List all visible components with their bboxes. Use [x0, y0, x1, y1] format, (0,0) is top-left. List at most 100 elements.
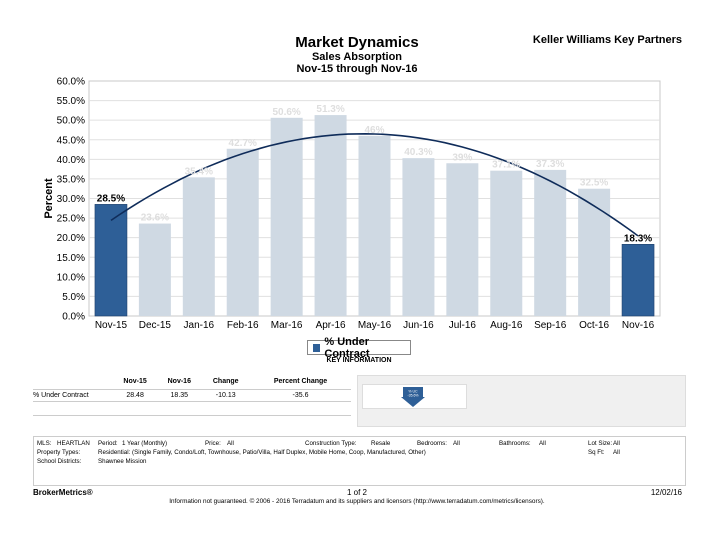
bar — [138, 223, 171, 316]
stats-header: Percent Change — [273, 378, 328, 385]
table-row — [33, 401, 351, 416]
lot-size-value: All — [613, 440, 620, 447]
school-districts-value: Shawnee Mission — [98, 458, 147, 465]
bar — [490, 170, 523, 316]
data-label: 32.5% — [580, 178, 608, 189]
page-subtitle: Sales Absorption — [311, 51, 403, 63]
search-criteria: MLS: HEARTLAN Period: 1 Year (Monthly) P… — [33, 436, 686, 486]
y-tick-label: 55.0% — [57, 96, 85, 107]
bar — [314, 115, 347, 316]
data-label: 42.7% — [229, 138, 257, 149]
report-date: 12/02/16 — [650, 488, 682, 497]
trend-line — [110, 132, 639, 237]
arrow-line1: % UC — [408, 390, 418, 394]
change-value: -10.13 — [201, 389, 251, 402]
mls-label: MLS: — [37, 440, 52, 447]
bar-layer — [94, 115, 655, 317]
data-label: 18.3% — [624, 233, 652, 244]
x-tick-label: Aug-16 — [490, 320, 523, 331]
bedrooms-label: Bedrooms: — [417, 440, 447, 447]
x-tick-label: Jun-16 — [403, 320, 434, 331]
price-label: Price: — [205, 440, 221, 447]
nov16-value: 18.35 — [157, 389, 202, 402]
x-tick-label: Feb-16 — [227, 320, 259, 331]
bar — [358, 135, 391, 316]
bar-chart: 28.5% 23.6% 35.4% 42.7% 50.6% 51.3% 46% 40.3% 39… — [43, 77, 661, 332]
trend-indicator-panel — [357, 375, 686, 427]
x-tick-label: Jul-16 — [449, 320, 477, 331]
percent-change-value: -35.6 — [250, 389, 351, 402]
axis-layer: 0.0% 5.0% 10.0% 15.0% 20.0% 25.0% 30.0% 35.0% 40… — [43, 77, 655, 332]
stats-table: Nov-15 Nov-16 Change Percent Change % Un… — [33, 376, 351, 429]
y-tick-label: 25.0% — [57, 214, 85, 225]
bathrooms-value: All — [539, 440, 546, 447]
y-tick-label: 40.0% — [57, 155, 85, 166]
data-label: 51.3% — [316, 104, 344, 115]
arrow-line2: -35.6% — [407, 394, 418, 398]
y-tick-label: 60.0% — [57, 77, 85, 88]
table-row: % Under Contract 28.48 18.35 -10.13 -35.… — [33, 389, 351, 402]
footer-disclaimer: Information not guaranteed. © 2006 - 201… — [169, 498, 545, 505]
chart-legend: % Under Contract — [307, 336, 411, 360]
y-tick-label: 10.0% — [57, 272, 85, 283]
property-types-label: Property Types: — [37, 449, 81, 456]
y-tick-label: 45.0% — [57, 135, 85, 146]
trend-indicator-card: % UC -35.6% — [362, 384, 467, 409]
bar — [94, 204, 128, 317]
stats-header-row: Nov-15 Nov-16 Change Percent Change — [33, 376, 351, 390]
x-tick-label: Jan-16 — [184, 320, 215, 331]
legend-swatch — [313, 343, 321, 352]
data-label: 50.6% — [272, 107, 300, 118]
stats-header: Nov-15 — [123, 378, 147, 385]
y-tick-label: 50.0% — [57, 116, 85, 127]
x-tick-label: Dec-15 — [139, 320, 172, 331]
data-label: 37.1% — [492, 160, 520, 171]
data-label: 23.6% — [141, 213, 169, 224]
page-title: Market Dynamics — [295, 34, 419, 51]
bar — [621, 244, 655, 317]
brand-name: BrokerMetrics® — [33, 488, 93, 497]
bathrooms-label: Bathrooms: — [499, 440, 531, 447]
y-tick-label: 35.0% — [57, 174, 85, 185]
data-label: 46% — [364, 125, 384, 136]
company-name: Keller Williams Key Partners — [532, 34, 682, 46]
x-tick-label: Sep-16 — [534, 320, 567, 331]
x-tick-label: Nov-16 — [622, 320, 655, 331]
construction-label: Construction Type: — [305, 440, 357, 447]
data-label: 37.3% — [536, 159, 564, 170]
row-label: % Under Contract — [33, 389, 113, 402]
y-axis-title: Percent — [43, 178, 55, 219]
sq-ft-label: Sq Ft: — [588, 449, 605, 456]
bar — [534, 169, 567, 316]
key-information-heading: KEY INFORMATION — [326, 357, 392, 364]
school-districts-label: School Districts: — [37, 458, 82, 465]
period-value: 1 Year (Monthly) — [122, 440, 168, 447]
construction-value: Resale — [371, 440, 391, 447]
lot-size-label: Lot Size: — [588, 440, 613, 447]
stats-header — [33, 376, 113, 390]
bar — [578, 188, 611, 316]
bar — [402, 158, 435, 316]
x-tick-label: Oct-16 — [579, 320, 609, 331]
down-arrow-icon: % UC -35.6% — [401, 387, 425, 407]
property-types-value: Residential: (Single Family, Condo/Loft,… — [98, 449, 426, 456]
y-tick-label: 30.0% — [57, 194, 85, 205]
x-tick-label: May-16 — [358, 320, 392, 331]
x-tick-label: Nov-15 — [95, 320, 128, 331]
table-row — [33, 415, 351, 429]
bar — [226, 148, 259, 316]
label-layer: 28.5% 23.6% 35.4% 42.7% 50.6% 51.3% 46% 40.3% 39… — [97, 104, 653, 244]
y-tick-label: 20.0% — [57, 233, 85, 244]
data-label: 39% — [452, 152, 472, 163]
bar — [182, 177, 215, 316]
x-tick-label: Apr-16 — [316, 320, 346, 331]
date-range: Nov-15 through Nov-16 — [296, 63, 418, 75]
period-label: Period: — [98, 440, 118, 447]
mls-value: HEARTLAN — [57, 440, 90, 447]
bar — [270, 117, 303, 316]
bedrooms-value: All — [453, 440, 460, 447]
legend-label: % Under Contract — [324, 335, 370, 360]
data-label: 40.3% — [404, 147, 432, 158]
y-tick-label: 0.0% — [62, 312, 85, 323]
nov15-value: 28.48 — [113, 389, 158, 402]
